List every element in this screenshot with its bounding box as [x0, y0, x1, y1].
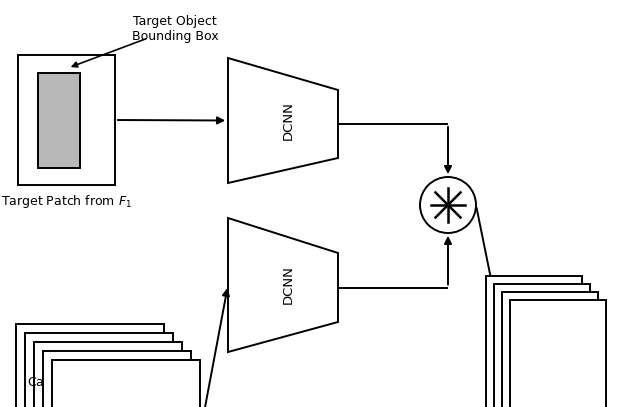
- Bar: [16, 324, 164, 407]
- Bar: [510, 300, 606, 407]
- Text: DCNN: DCNN: [282, 101, 294, 140]
- Bar: [34, 342, 182, 407]
- Text: Candidate Patches from $F_i$: Candidate Patches from $F_i$: [27, 375, 193, 391]
- Bar: [494, 284, 590, 407]
- Bar: [43, 351, 191, 407]
- Bar: [25, 333, 173, 407]
- Polygon shape: [228, 218, 338, 352]
- Text: DCNN: DCNN: [282, 265, 294, 304]
- Bar: [52, 360, 200, 407]
- Text: Response Maps: Response Maps: [499, 318, 596, 331]
- Text: Target Patch from $F_1$: Target Patch from $F_1$: [1, 193, 132, 210]
- Circle shape: [420, 177, 476, 233]
- Polygon shape: [228, 58, 338, 183]
- Bar: [502, 292, 598, 407]
- Bar: [38, 73, 80, 168]
- Bar: [486, 276, 582, 407]
- Text: Target Object
Bounding Box: Target Object Bounding Box: [132, 15, 218, 43]
- Bar: [18, 55, 115, 185]
